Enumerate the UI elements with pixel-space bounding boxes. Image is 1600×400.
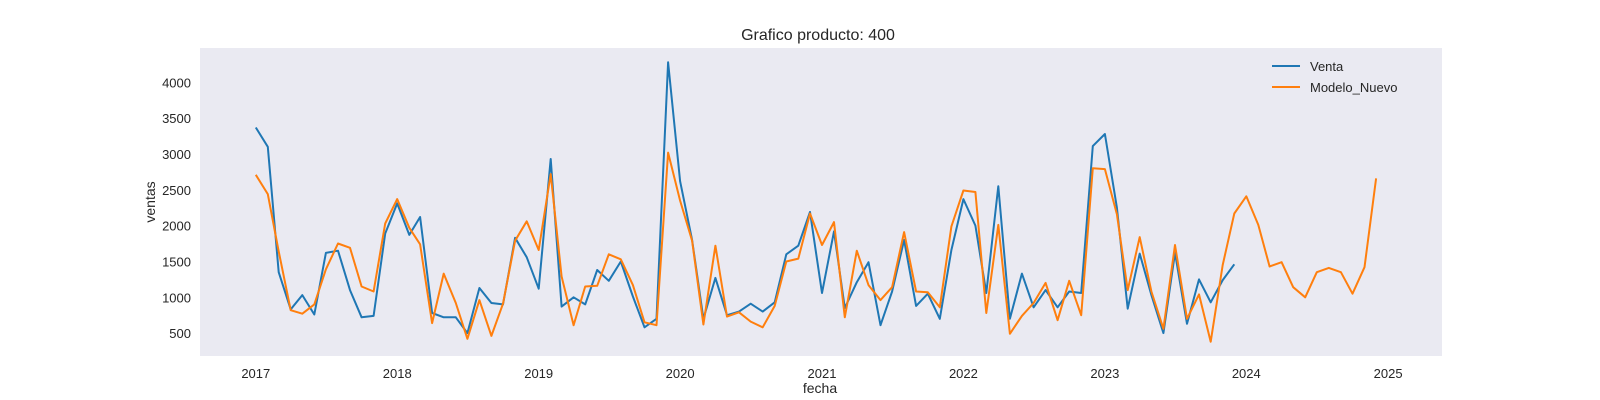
y-axis: 500 1000 1500 2000 2500 3000 3500 4000	[162, 75, 191, 341]
x-axis: 2017 2018 2019 2020 2021 2022 2023 2024 2025	[241, 366, 1402, 381]
legend-label: Modelo_Nuevo	[1310, 80, 1397, 95]
x-tick-label: 2018	[383, 366, 412, 381]
y-tick-label: 500	[169, 326, 191, 341]
chart-title: Grafico producto: 400	[741, 27, 895, 44]
series-layer	[254, 61, 1378, 343]
x-tick-label: 2024	[1232, 366, 1261, 381]
y-tick-label: 4000	[162, 75, 191, 90]
plot-area	[200, 48, 1442, 356]
x-tick-label: 2025	[1374, 366, 1403, 381]
x-tick-label: 2022	[949, 366, 978, 381]
y-tick-label: 2500	[162, 183, 191, 198]
y-tick-label: 1000	[162, 290, 191, 305]
x-tick-label: 2021	[808, 366, 837, 381]
legend-label: Venta	[1310, 59, 1344, 74]
series-line-modelo-nuevo	[254, 151, 1378, 343]
y-tick-label: 2000	[162, 219, 191, 234]
series-line-venta	[254, 61, 1236, 335]
y-tick-label: 3500	[162, 111, 191, 126]
x-tick-label: 2023	[1090, 366, 1119, 381]
y-axis-label: ventas	[142, 181, 158, 222]
x-axis-label: fecha	[803, 380, 837, 396]
x-tick-label: 2020	[666, 366, 695, 381]
y-tick-label: 3000	[162, 147, 191, 162]
legend: Venta Modelo_Nuevo	[1272, 59, 1397, 95]
y-tick-label: 1500	[162, 254, 191, 269]
x-tick-label: 2019	[524, 366, 553, 381]
x-tick-label: 2017	[241, 366, 270, 381]
